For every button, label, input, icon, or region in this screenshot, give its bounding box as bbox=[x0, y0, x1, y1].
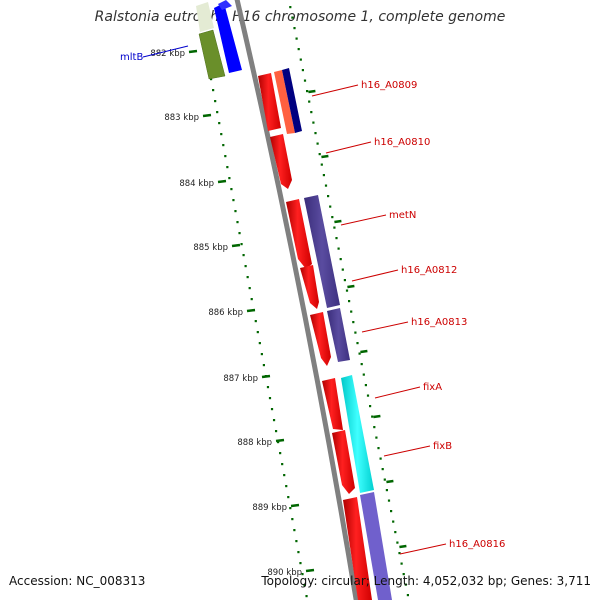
cds-fixB bbox=[332, 430, 355, 494]
scale-tick-label: 885 kbp bbox=[193, 243, 228, 253]
feature-track bbox=[274, 68, 392, 600]
gene-labels: mltB h16_A0809 h16_A0810 metN h16_A0812 h16_A… bbox=[120, 45, 505, 555]
cds-track bbox=[258, 73, 372, 600]
scale-tick-label: 887 kbp bbox=[223, 374, 258, 384]
gene-label-fixB: fixB bbox=[433, 441, 452, 452]
scale-tick-label: 884 kbp bbox=[179, 179, 214, 189]
genome-backbone bbox=[234, 0, 359, 600]
gene-label-h16_A0810: h16_A0810 bbox=[374, 137, 430, 148]
feature-mltB bbox=[196, 0, 242, 80]
gene-label-h16_A0809: h16_A0809 bbox=[361, 80, 417, 91]
scale-tick-labels: 882 kbp 883 kbp 884 kbp 885 kbp 886 kbp 887 k… bbox=[150, 49, 315, 578]
cds-h16_A0810 bbox=[270, 134, 292, 189]
scale-tick-label: 886 kbp bbox=[208, 308, 243, 318]
genome-summary-text: Topology: circular; Length: 4,052,032 bp… bbox=[261, 574, 591, 588]
gene-label-h16_A0812: h16_A0812 bbox=[401, 265, 457, 276]
cds-fixA bbox=[322, 378, 343, 430]
scale-dotted-track bbox=[210, 78, 308, 598]
scale-tick-label: 889 kbp bbox=[252, 503, 287, 513]
gene-label-metN: metN bbox=[389, 210, 416, 221]
scale-tick-label: 890 kbp bbox=[267, 568, 302, 578]
cds-h16_A0812 bbox=[300, 265, 319, 309]
cds-h16_A0816 bbox=[343, 497, 372, 600]
gene-label-fixA: fixA bbox=[423, 382, 442, 393]
scale-tick-label: 883 kbp bbox=[164, 113, 199, 123]
gene-label-mltB: mltB bbox=[120, 52, 143, 63]
gene-label-h16_A0816: h16_A0816 bbox=[449, 539, 505, 550]
scale-tick-label: 882 kbp bbox=[150, 49, 185, 59]
cds-metN bbox=[286, 199, 312, 269]
gene-label-h16_A0813: h16_A0813 bbox=[411, 317, 467, 328]
scale-tick-label: 888 kbp bbox=[237, 438, 272, 448]
cds-h16_A0813 bbox=[310, 312, 331, 366]
outer-dotted-track bbox=[289, 6, 409, 597]
cds-h16_A0809 bbox=[258, 73, 281, 131]
accession-text: Accession: NC_008313 bbox=[9, 574, 146, 588]
